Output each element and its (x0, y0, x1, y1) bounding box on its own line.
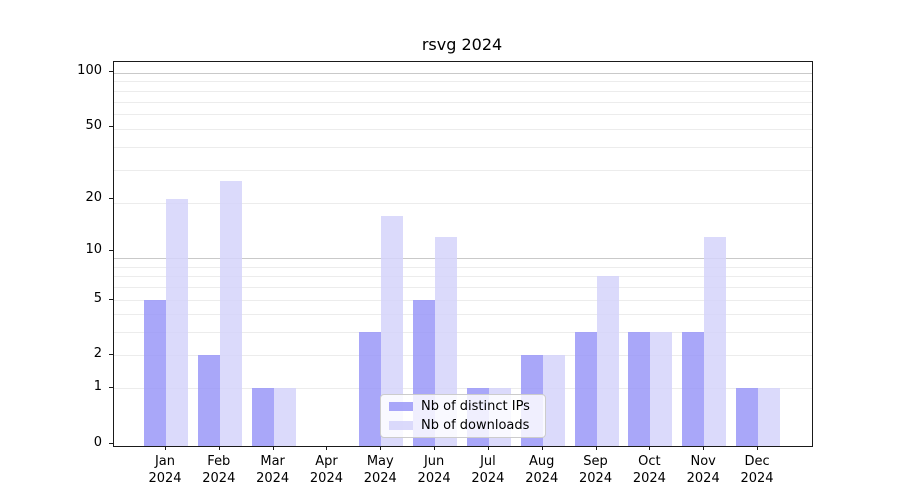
bar-downloads-feb (219, 181, 242, 446)
gridline-minor (114, 113, 812, 115)
y-tick-label: 2 (93, 346, 102, 362)
x-tick-mark (595, 446, 597, 450)
y-tick-label: 1 (93, 379, 102, 395)
x-tick-label-nov: Nov 2024 (686, 454, 720, 486)
x-tick-label-apr: Apr 2024 (309, 454, 343, 486)
bar-downloads-aug (542, 355, 565, 446)
legend: Nb of distinct IPs Nb of downloads (380, 394, 546, 438)
gridline-minor (114, 332, 812, 334)
x-tick-mark (541, 446, 543, 450)
plot-area: Nb of distinct IPs Nb of downloads (113, 61, 813, 447)
gridline-minor (114, 81, 812, 83)
bar-downloads-sep (596, 276, 619, 446)
x-tick-label-feb: Feb 2024 (202, 454, 236, 486)
gridline-minor (114, 276, 812, 278)
legend-item-distinct-ips: Nb of distinct IPs (389, 399, 537, 415)
x-tick-label-jul: Jul 2024 (471, 454, 505, 486)
bar-distinct-ips-sep (574, 332, 597, 446)
gridline-minor (114, 355, 812, 357)
x-tick-mark (757, 446, 759, 450)
gridline-minor (114, 266, 812, 268)
x-tick-mark (434, 446, 436, 450)
bar-distinct-ips-may (359, 332, 382, 446)
y-axis: 0 1 2 5 10 20 50 100 (0, 61, 113, 450)
y-tick-label: 5 (93, 290, 102, 306)
x-tick-mark (380, 446, 382, 450)
bar-downloads-nov (704, 237, 727, 446)
y-tick-label: 0 (93, 435, 102, 450)
x-tick-label-jan: Jan 2024 (148, 454, 182, 486)
y-tick-mark (109, 70, 113, 72)
gridline-minor (114, 101, 812, 103)
x-tick-mark (703, 446, 705, 450)
legend-label-distinct-ips: Nb of distinct IPs (421, 398, 530, 414)
bar-downloads-jun (435, 237, 458, 446)
x-tick-label-aug: Aug 2024 (525, 454, 559, 486)
bar-distinct-ips-feb (197, 355, 220, 446)
gridline-minor (114, 314, 812, 316)
x-tick-mark (218, 446, 220, 450)
bar-distinct-ips-oct (628, 332, 651, 446)
legend-label-downloads: Nb of downloads (421, 417, 530, 433)
bar-downloads-oct (650, 332, 673, 446)
gridline-minor (114, 90, 812, 92)
legend-item-downloads: Nb of downloads (389, 418, 537, 434)
y-tick-mark (109, 387, 113, 389)
bar-distinct-ips-nov (682, 332, 705, 446)
x-axis: Jan 2024 Feb 2024 Mar 2024 Apr 2024 May 2024 Jun 20… (0, 445, 900, 495)
bar-downloads-dec (758, 388, 781, 446)
x-tick-label-sep: Sep 2024 (579, 454, 613, 486)
bar-downloads-mar (273, 388, 296, 446)
y-tick-label: 20 (85, 189, 102, 205)
x-tick-label-dec: Dec 2024 (740, 454, 774, 486)
gridline-minor (114, 146, 812, 148)
x-tick-mark (165, 446, 166, 450)
gridline-major (114, 72, 812, 74)
x-tick-mark (272, 446, 274, 450)
gridline-minor (114, 128, 812, 130)
y-tick-mark (109, 197, 113, 199)
y-tick-mark (109, 298, 113, 300)
chart-title: rsvg 2024 (421, 35, 503, 54)
x-tick-mark (326, 446, 328, 450)
gridline-minor (114, 287, 812, 289)
x-tick-label-mar: Mar 2024 (256, 454, 290, 486)
bar-distinct-ips-dec (736, 388, 759, 446)
bar-downloads-jan (166, 198, 188, 446)
bar-downloads-may (381, 215, 404, 446)
x-tick-label-oct: Oct 2024 (632, 454, 666, 486)
legend-swatch-downloads (389, 421, 413, 430)
gridline-minor (114, 202, 812, 204)
x-tick-mark (649, 446, 651, 450)
x-tick-mark (487, 446, 489, 450)
bar-distinct-ips-mar (251, 388, 274, 446)
gridline-minor (114, 388, 812, 390)
y-tick-mark (109, 126, 113, 128)
x-tick-label-jun: Jun 2024 (417, 454, 451, 486)
y-tick-mark (109, 354, 113, 356)
gridline-major (114, 258, 812, 260)
gridline-minor (114, 299, 812, 301)
y-tick-label: 10 (85, 241, 102, 257)
gridline-minor (114, 169, 812, 171)
legend-swatch-distinct-ips (389, 402, 413, 411)
y-tick-mark (109, 249, 113, 251)
bar-distinct-ips-jan (144, 299, 166, 446)
y-tick-label: 50 (85, 118, 102, 134)
x-tick-label-may: May 2024 (363, 454, 397, 486)
y-tick-mark (109, 443, 113, 444)
y-tick-label: 100 (77, 62, 102, 78)
